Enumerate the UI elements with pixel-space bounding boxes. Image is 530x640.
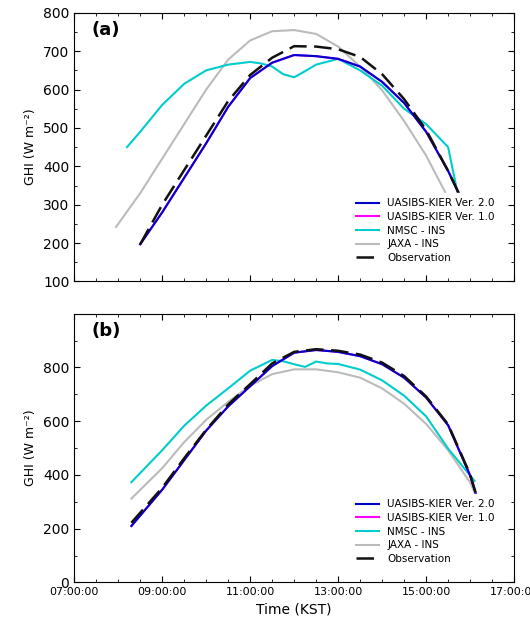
Legend: UASIBS-KIER Ver. 2.0, UASIBS-KIER Ver. 1.0, NMSC - INS, JAXA - INS, Observation: UASIBS-KIER Ver. 2.0, UASIBS-KIER Ver. 1… xyxy=(351,494,500,569)
Y-axis label: GHI (W m⁻²): GHI (W m⁻²) xyxy=(24,109,38,186)
Text: (a): (a) xyxy=(92,21,120,39)
Y-axis label: GHI (W m⁻²): GHI (W m⁻²) xyxy=(24,410,38,486)
Legend: UASIBS-KIER Ver. 2.0, UASIBS-KIER Ver. 1.0, NMSC - INS, JAXA - INS, Observation: UASIBS-KIER Ver. 2.0, UASIBS-KIER Ver. 1… xyxy=(351,193,500,268)
Text: (b): (b) xyxy=(92,322,121,340)
X-axis label: Time (KST): Time (KST) xyxy=(257,603,332,617)
